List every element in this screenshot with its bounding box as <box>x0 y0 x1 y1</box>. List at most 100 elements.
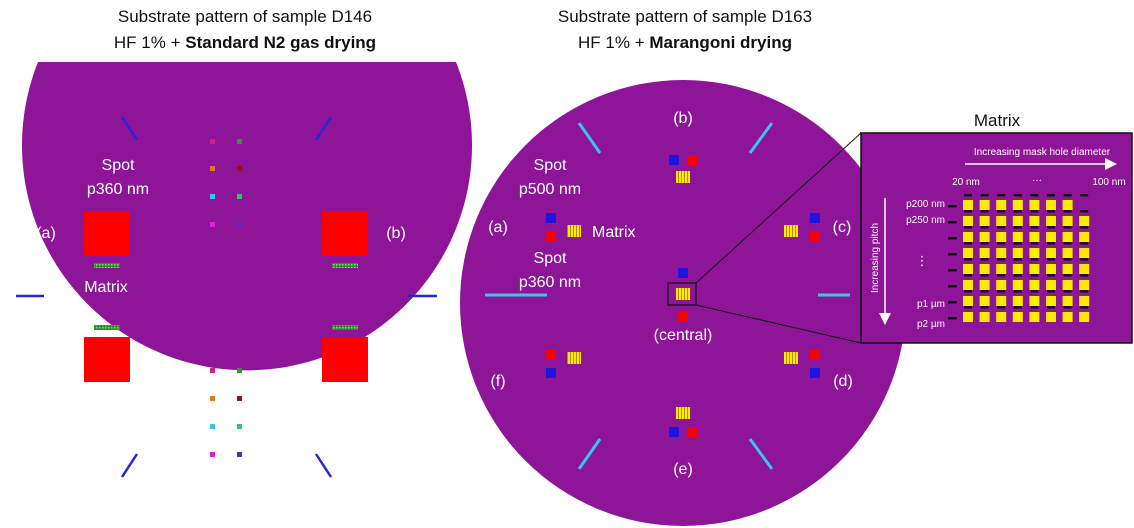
grid-dash <box>1080 226 1089 229</box>
grid-dash <box>1030 194 1039 197</box>
left-label-b: (b) <box>386 225 406 242</box>
grid-square <box>996 248 1007 258</box>
small-square <box>237 194 242 199</box>
spot-blue <box>546 368 556 378</box>
grid-square <box>1046 280 1056 290</box>
grid-dash <box>1047 242 1055 245</box>
grid-square <box>963 312 973 322</box>
right-spot1-label: Spot <box>534 157 567 174</box>
grid-dash <box>997 242 1006 245</box>
grid-dash <box>1013 274 1022 277</box>
grid-dash <box>1063 226 1072 229</box>
grid-square <box>1046 200 1056 210</box>
grid-square <box>963 248 973 258</box>
grid-dash <box>980 274 989 277</box>
right-title-line2: HF 1% + Marangoni drying <box>578 33 792 52</box>
grid-square <box>1029 264 1040 274</box>
grid-dash <box>1030 258 1039 261</box>
right-label-c: (c) <box>833 219 852 236</box>
grid-dash <box>980 226 989 229</box>
grid-square <box>1012 312 1023 322</box>
grid-dash <box>1030 226 1039 229</box>
grid-square <box>1079 280 1090 290</box>
grid-dash <box>997 226 1006 229</box>
spot-blue <box>678 268 688 278</box>
matrix-grid <box>948 194 1090 322</box>
grid-dash <box>964 226 972 229</box>
grid-square <box>963 232 973 242</box>
small-square <box>210 194 215 199</box>
grid-square <box>979 216 990 226</box>
grid-dash <box>964 290 972 293</box>
small-square <box>210 139 215 144</box>
left-label-a: (a) <box>36 225 56 242</box>
spot-blue <box>810 213 820 223</box>
grid-dash <box>1047 258 1055 261</box>
grid-square <box>1079 312 1090 322</box>
grid-square <box>1012 296 1023 306</box>
grid-square <box>996 216 1007 226</box>
marker-line <box>314 116 333 141</box>
marker-line <box>314 453 333 478</box>
grid-dash <box>1063 274 1072 277</box>
marker-line <box>120 116 139 141</box>
grid-square <box>963 200 973 210</box>
spot-square-b <box>322 211 368 256</box>
matrix-strip <box>332 263 358 268</box>
grid-square <box>996 200 1007 210</box>
grid-dash <box>1013 242 1022 245</box>
spot-square-d <box>84 337 130 382</box>
grid-dash <box>1063 194 1072 197</box>
matrix-yellow <box>784 352 798 364</box>
grid-square <box>1012 232 1023 242</box>
grid-dash <box>980 210 989 213</box>
matrix-yellow <box>784 225 798 237</box>
row-dash <box>948 269 957 272</box>
spot-red <box>546 350 556 360</box>
small-square <box>237 166 242 171</box>
grid-dash <box>1013 226 1022 229</box>
grid-dash <box>1080 258 1089 261</box>
row-dash <box>948 221 957 224</box>
grid-dash <box>1013 210 1022 213</box>
small-square <box>237 424 242 429</box>
spot-blue <box>669 155 679 165</box>
inset-title: Matrix <box>974 111 1021 130</box>
zoom-connector-bottom <box>695 304 862 344</box>
spot-red <box>687 427 697 437</box>
right-label-a: (a) <box>488 219 508 236</box>
matrix-yellow <box>676 171 690 183</box>
left-label-c: (c) <box>387 351 406 368</box>
grid-dash <box>980 306 989 309</box>
grid-dash <box>980 258 989 261</box>
grid-dash <box>1030 290 1039 293</box>
small-square <box>237 368 242 373</box>
grid-dash <box>964 306 972 309</box>
grid-dash <box>997 306 1006 309</box>
grid-square <box>1012 216 1023 226</box>
grid-dash <box>1080 210 1089 213</box>
grid-dash <box>1047 290 1055 293</box>
grid-dash <box>997 210 1006 213</box>
spot-red <box>546 231 556 241</box>
row-dash <box>948 317 957 320</box>
grid-dash <box>980 242 989 245</box>
left-title: Substrate pattern of sample D146 HF 1% +… <box>30 4 460 56</box>
marker-line <box>748 122 774 154</box>
right-spot2-pitch: p360 nm <box>519 274 581 291</box>
left-title-line2: HF 1% + Standard N2 gas drying <box>113 33 377 52</box>
grid-square <box>996 296 1007 306</box>
spot-red <box>810 350 820 360</box>
small-square <box>237 452 242 457</box>
grid-dash <box>1030 306 1039 309</box>
grid-square <box>1046 232 1056 242</box>
grid-square <box>1062 232 1073 242</box>
small-square <box>237 222 242 227</box>
grid-square <box>1029 296 1040 306</box>
matrix-yellow <box>567 352 581 364</box>
grid-square <box>979 200 990 210</box>
right-central-label: (central) <box>654 327 713 344</box>
right-label-b: (b) <box>673 110 693 127</box>
grid-square <box>996 264 1007 274</box>
spot-blue <box>546 213 556 223</box>
